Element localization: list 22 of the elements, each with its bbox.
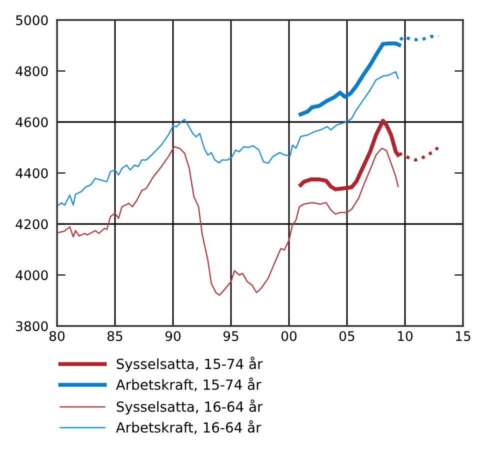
y-tick-label: 4800 <box>16 66 48 76</box>
y-tick-label: 4400 <box>16 168 48 178</box>
y-tick-label: 3800 <box>16 321 48 332</box>
x-tick-label: 80 <box>50 331 65 342</box>
x-tick-label: 05 <box>339 331 354 342</box>
legend-label: Sysselsatta, 15-74 år <box>116 356 263 372</box>
x-tick-label: 90 <box>165 331 181 342</box>
x-tick-label: 85 <box>108 331 122 342</box>
x-tick-label: 00 <box>281 331 297 342</box>
legend-label: Sysselsatta, 16-64 år <box>116 400 263 415</box>
legend-label: Arbetskraft, 16-64 år <box>116 420 262 434</box>
line-series <box>58 71 399 206</box>
y-tick-label: 4000 <box>16 270 48 280</box>
y-tick-label: 4200 <box>16 219 48 230</box>
x-tick-label: 15 <box>456 331 470 342</box>
y-tick-label: 4600 <box>16 117 48 128</box>
legend-label: Arbetskraft, 15-74 år <box>116 378 262 392</box>
line-series <box>58 146 399 296</box>
x-tick-label: 95 <box>223 331 238 342</box>
x-tick-label: 10 <box>398 331 413 342</box>
line-series <box>298 42 402 116</box>
y-tick-label: 5000 <box>16 15 48 26</box>
